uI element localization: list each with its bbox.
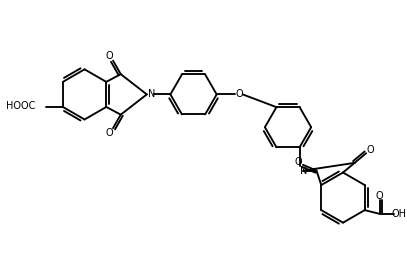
- Text: OH: OH: [392, 209, 407, 219]
- Text: O: O: [105, 51, 113, 61]
- Text: O: O: [375, 191, 383, 201]
- Text: HOOC: HOOC: [7, 101, 36, 111]
- Text: O: O: [105, 128, 113, 138]
- Text: O: O: [294, 157, 302, 167]
- Text: O: O: [366, 145, 374, 155]
- Text: O: O: [235, 89, 243, 99]
- Text: N: N: [148, 89, 155, 99]
- Text: N: N: [300, 166, 307, 176]
